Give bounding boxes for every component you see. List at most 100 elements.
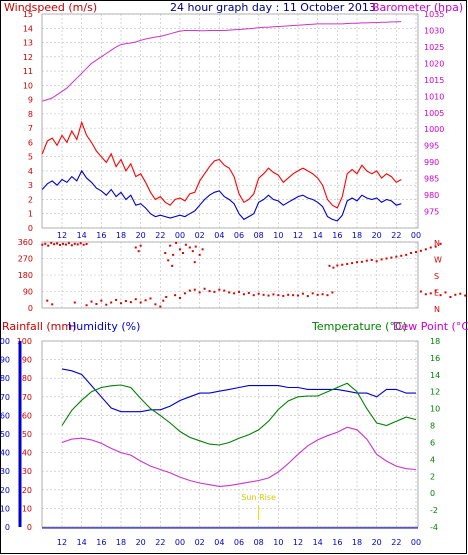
windspeed-tick-label: 1 (28, 210, 33, 219)
direction-point (85, 243, 88, 246)
barometer-tick-label: 985 (424, 175, 439, 184)
direction-point (193, 288, 196, 291)
direction-point (341, 263, 344, 266)
barometer-tick-label: 1020 (424, 59, 444, 68)
windspeed-tick-label: 7 (28, 124, 33, 133)
direction-point (459, 292, 462, 295)
direction-point (41, 243, 44, 246)
direction-point (223, 289, 226, 292)
temperature-axis-title: Temperature (°C) (311, 320, 407, 333)
hum-x-tick-label: 18 (116, 538, 126, 547)
hum-x-tick-label: 00 (411, 538, 421, 547)
wind-x-tick-label: 08 (254, 231, 264, 240)
compass-label: N (434, 305, 440, 314)
wind-x-tick-label: 22 (155, 231, 165, 240)
direction-point (434, 289, 437, 292)
direction-point (171, 264, 174, 267)
wind-x-tick-label: 18 (352, 231, 362, 240)
sunrise-label: Sun Rise (241, 493, 276, 502)
windspeed-tick-label: 12 (23, 53, 33, 62)
direction-point (120, 302, 122, 305)
direction-point (134, 298, 137, 301)
temperature-tick-label: 10 (430, 405, 440, 414)
direction-point (110, 301, 113, 304)
direction-point (297, 294, 299, 297)
direction-point (287, 293, 290, 296)
windspeed-tick-label: 3 (28, 181, 33, 190)
barometer-tick-label: 990 (424, 158, 439, 167)
rainfall-tick-label: 30 (0, 467, 10, 476)
wind-x-tick-label: 00 (175, 231, 185, 240)
humidity-tick-label: 100 (17, 337, 32, 346)
wind-avg-series (41, 169, 402, 222)
direction-point (164, 252, 167, 254)
direction-point (218, 288, 221, 291)
hum-x-tick-label: 02 (195, 538, 205, 547)
humidity-tick-label: 70 (22, 393, 32, 402)
direction-point (191, 250, 194, 253)
direction-point (95, 302, 98, 305)
direction-point (311, 292, 314, 295)
direction-point (208, 290, 211, 293)
direction-point (400, 254, 403, 257)
rainfall-tick-label: 90 (0, 356, 10, 365)
direction-point (179, 296, 181, 299)
dewpoint-series (61, 426, 417, 487)
direction-point (332, 266, 335, 269)
direction-point (61, 242, 64, 245)
direction-point (292, 294, 295, 297)
direction-point (51, 303, 54, 306)
barometer-tick-label: 1025 (424, 43, 444, 52)
direction-point (198, 253, 201, 256)
direction-point (59, 243, 62, 246)
hum-x-tick-label: 22 (391, 538, 401, 547)
direction-point (79, 242, 82, 245)
wind-x-tick-label: 14 (77, 231, 87, 240)
temperature-tick-label: 18 (430, 337, 440, 346)
wind-x-tick-label: 06 (234, 231, 244, 240)
humidity-tick-label: 80 (22, 374, 32, 383)
direction-point (419, 249, 422, 252)
direction-point (282, 294, 285, 297)
hum-x-tick-label: 20 (136, 538, 146, 547)
hum-x-tick-label: 20 (372, 538, 382, 547)
direction-point (175, 241, 178, 244)
direction-point (184, 243, 187, 246)
direction-point (415, 251, 417, 254)
hum-x-tick-label: 16 (96, 538, 106, 547)
windspeed-tick-label: 15 (23, 10, 33, 19)
rainfall-tick-label: 70 (0, 393, 10, 402)
direction-point (90, 300, 93, 303)
wind-x-tick-label: 20 (136, 231, 146, 240)
temperature-tick-label: 0 (430, 489, 435, 498)
direction-point (64, 243, 67, 246)
direction-point (194, 245, 197, 248)
barometer-tick-label: 1005 (424, 109, 444, 118)
barometer-tick-label: 975 (424, 208, 439, 217)
direction-point (262, 293, 265, 296)
windspeed-tick-label: 6 (28, 138, 33, 147)
direction-point (242, 293, 245, 296)
direction-point (162, 299, 165, 302)
rainfall-tick-label: 60 (0, 411, 10, 420)
direction-point (321, 293, 324, 296)
hum-x-tick-label: 14 (313, 538, 323, 547)
direction-point (139, 244, 142, 247)
humidity-tick-label: 0 (27, 523, 32, 532)
direction-point (328, 264, 331, 267)
direction-point (233, 292, 236, 295)
direction-point (257, 292, 260, 295)
hum-x-tick-label: 18 (352, 538, 362, 547)
direction-point (105, 303, 108, 306)
wind-x-tick-label: 16 (96, 231, 106, 240)
chart-title: 24 hour graph day : 11 October 2013 (170, 1, 376, 14)
direction-point (129, 301, 132, 304)
direction-point (44, 242, 47, 245)
direction-point (277, 294, 280, 297)
compass-label: W (434, 256, 442, 265)
barometer-tick-label: 980 (424, 191, 439, 200)
direction-point (172, 253, 175, 256)
direction-point (73, 301, 76, 304)
humidity-tick-label: 40 (22, 449, 32, 458)
wind-x-tick-label: 10 (273, 231, 283, 240)
